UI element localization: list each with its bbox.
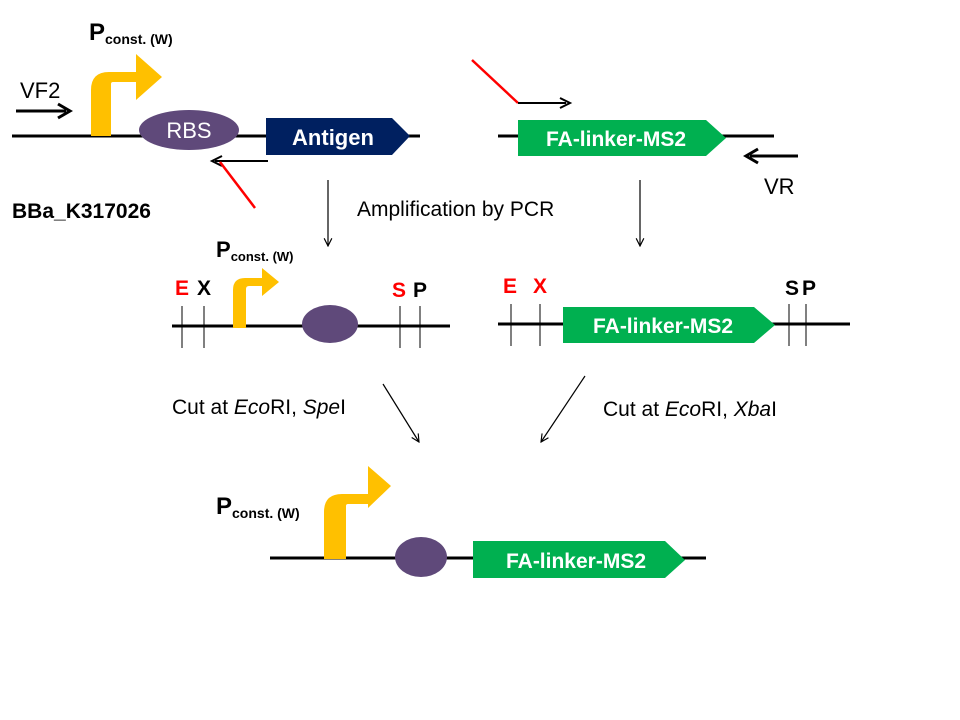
primer-reverse-label: VR: [764, 174, 795, 199]
top-left-construct: Pconst. (W) VF2 RBS Antigen BBa_K317026: [12, 19, 420, 223]
top-right-construct: FA-linker-MS2 VR: [471, 59, 798, 199]
primer-reverse-arrowhead-icon: [743, 147, 759, 165]
fusion-label-bottom: FA-linker-MS2: [506, 550, 646, 573]
promoter-label-middle: Pconst. (W): [216, 237, 294, 264]
promoter-arrow-icon: [91, 54, 162, 136]
fusion-label-top: FA-linker-MS2: [546, 128, 686, 151]
rbs-oval-middle: [302, 305, 358, 343]
site-label-p-right: P: [802, 277, 816, 300]
rbs-oval: [139, 110, 239, 150]
bottom-construct: Pconst. (W) FA-linker-MS2: [216, 466, 706, 578]
primer-forward-arrowhead-icon: [57, 102, 73, 120]
promoter-label-bottom: Pconst. (W): [216, 493, 300, 521]
primer-reverse-internal-arrowhead-icon: [209, 155, 223, 167]
rbs-oval-bottom: [395, 537, 447, 577]
antigen-gene-box: [266, 118, 410, 155]
fusion-gene-box-top: [518, 120, 726, 156]
site-label-p-left: P: [413, 279, 427, 302]
primer-reverse-tail: [219, 161, 256, 209]
flow-arrow-right-diagonal: [541, 375, 586, 442]
promoter-arrow-icon-bottom: [324, 466, 391, 559]
primer-forward-internal-arrowhead-icon: [559, 97, 573, 109]
site-label-e-right: E: [503, 275, 517, 298]
fusion-label-middle: FA-linker-MS2: [593, 315, 733, 338]
primer-forward-label: VF2: [20, 78, 60, 103]
flow-arrow-left-diagonal: [382, 383, 419, 442]
primer-forward-internal-tail: [471, 59, 519, 104]
site-label-s-right: S: [785, 277, 799, 300]
site-label-e-left: E: [175, 277, 189, 300]
fusion-gene-box-middle: [563, 307, 775, 343]
promoter-arrow-icon-middle: [233, 268, 279, 328]
rbs-label: RBS: [166, 118, 211, 143]
site-label-x-left: X: [197, 277, 211, 300]
middle-left-fragment: E X S P Pconst. (W): [172, 237, 450, 348]
site-label-x-right: X: [533, 275, 547, 298]
fusion-gene-box-bottom: [473, 541, 685, 578]
step-amplification-label: Amplification by PCR: [357, 198, 554, 221]
antigen-label: Antigen: [292, 125, 374, 150]
middle-right-fragment: E X S P FA-linker-MS2: [498, 275, 850, 346]
cut-label-left: Cut at EcoRI, SpeI: [172, 396, 346, 419]
cut-label-right: Cut at EcoRI, XbaI: [603, 398, 777, 421]
promoter-label: Pconst. (W): [89, 19, 173, 47]
part-id-label: BBa_K317026: [12, 200, 151, 223]
site-label-s-left: S: [392, 279, 406, 302]
